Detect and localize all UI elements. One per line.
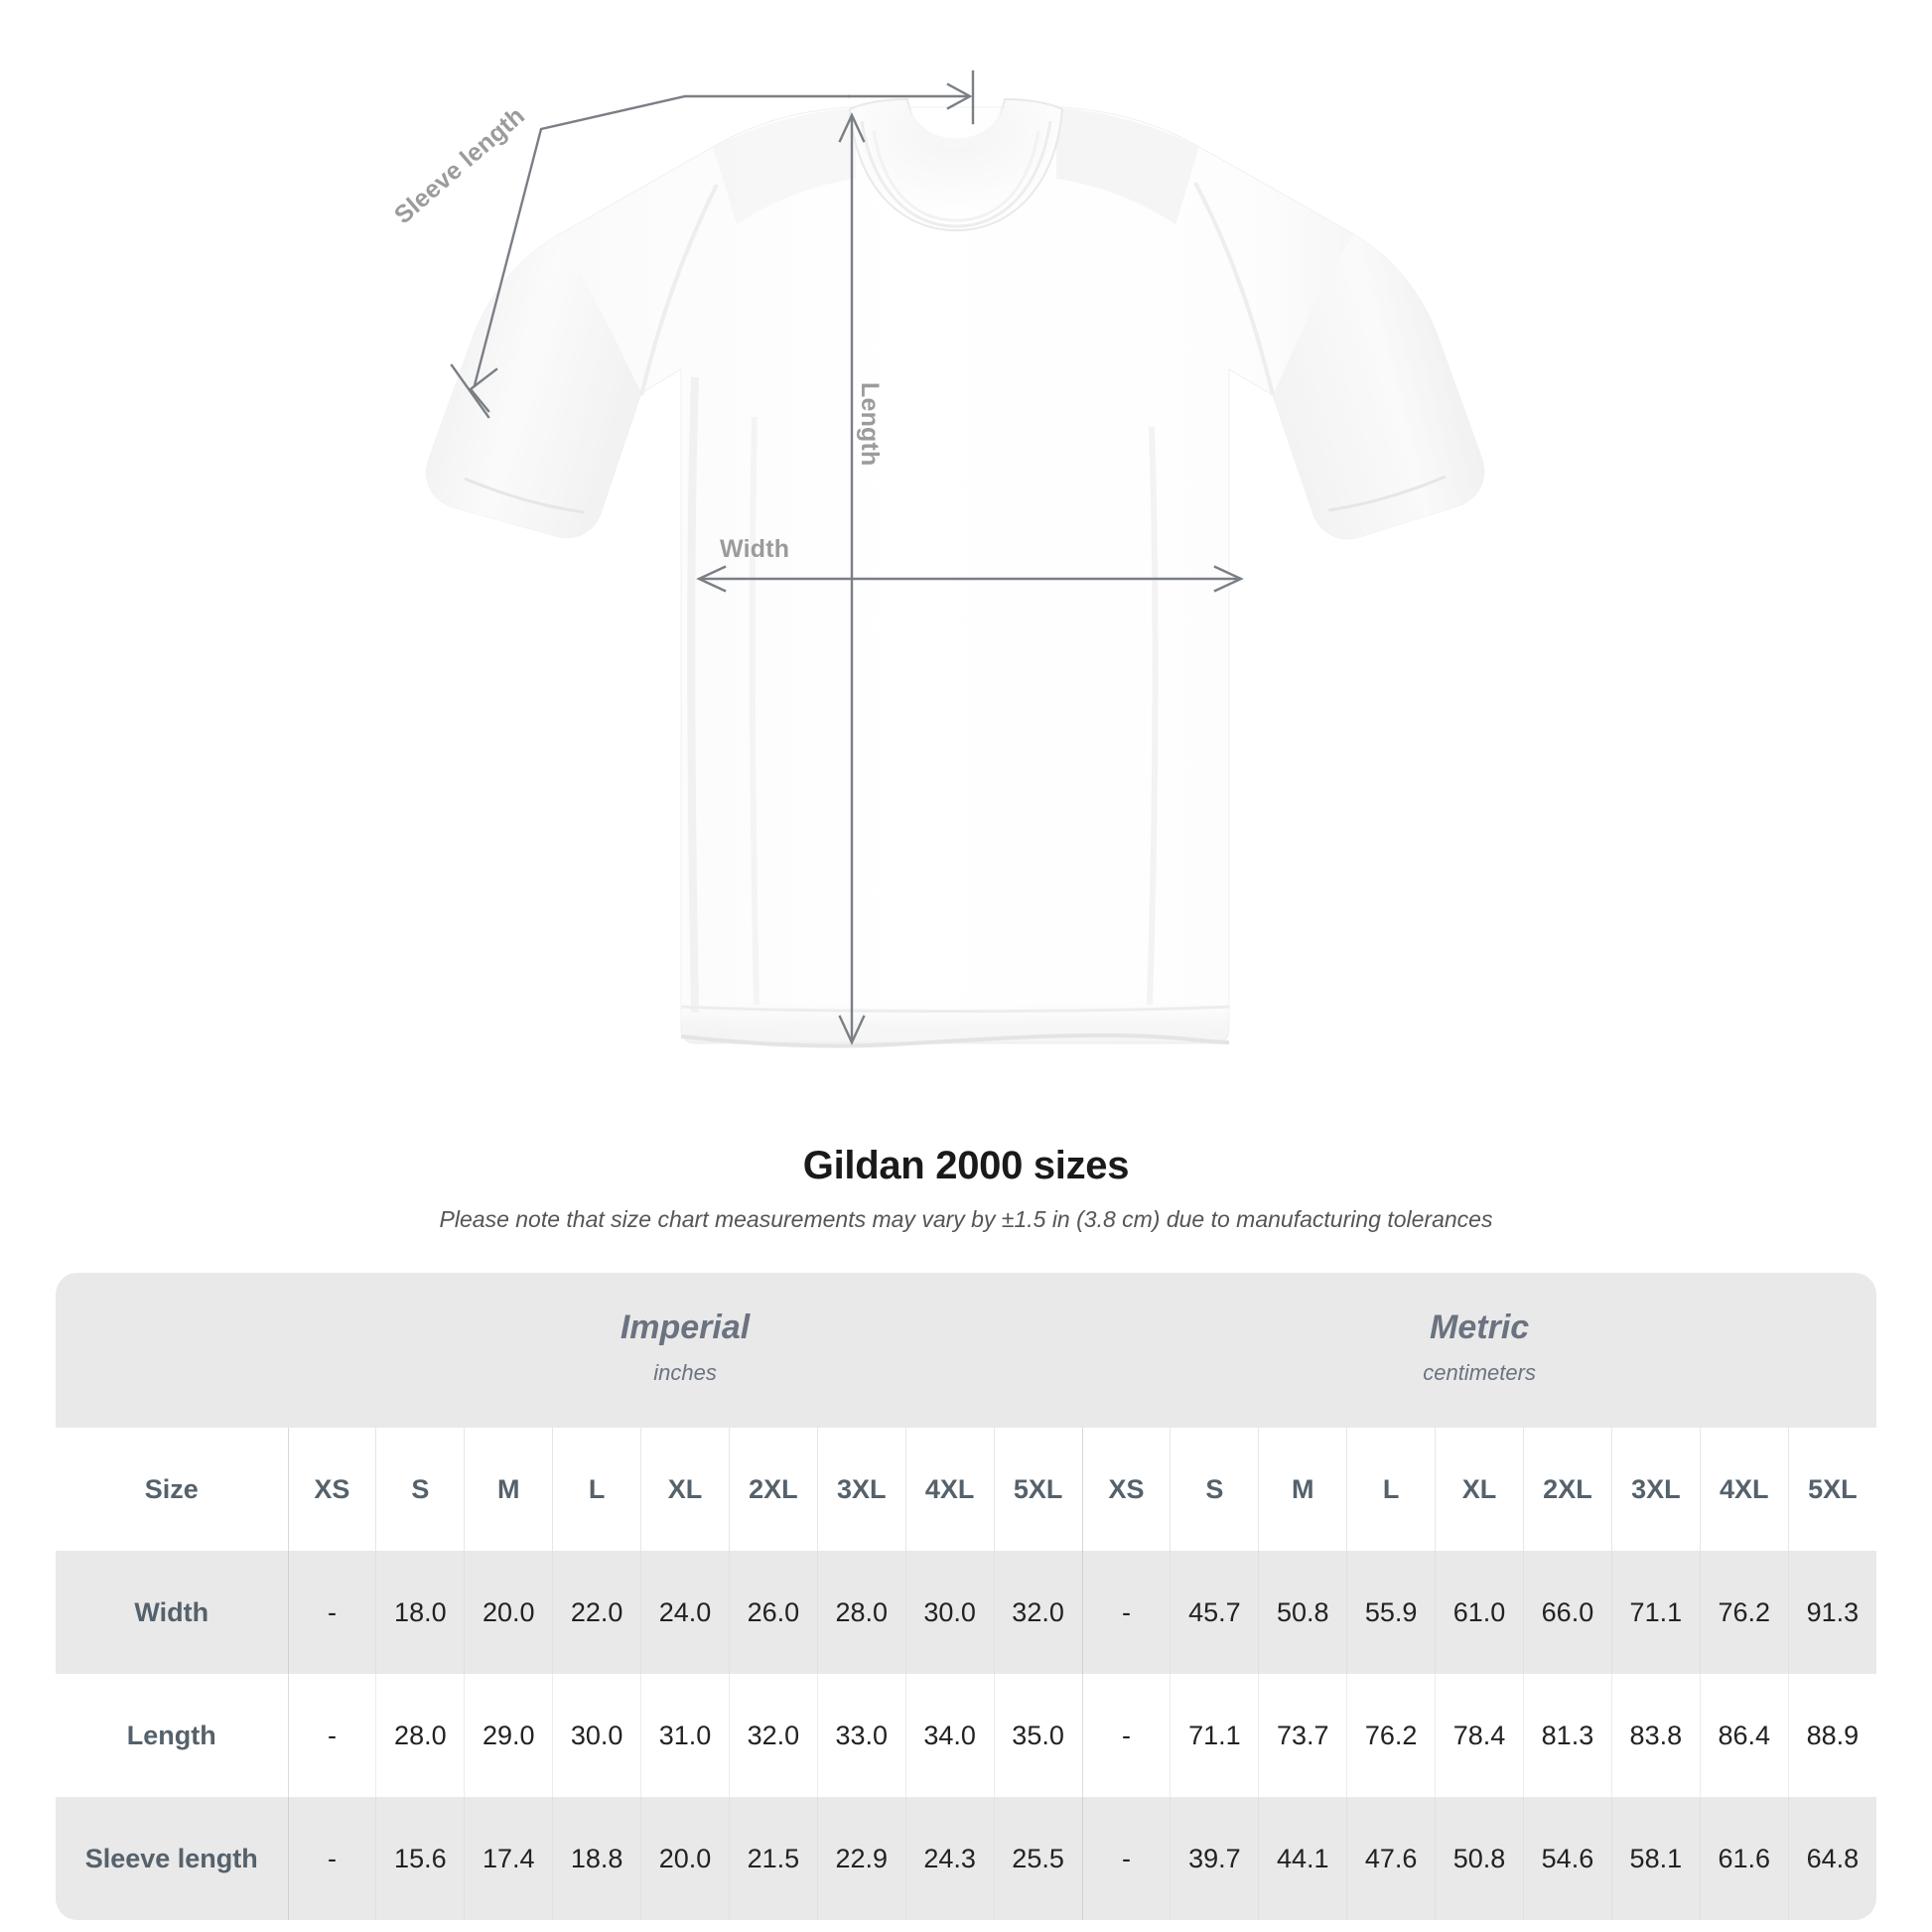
unit-group-subtitle: centimeters	[1423, 1359, 1536, 1385]
tshirt-image	[426, 97, 1485, 1048]
cell-length-metric-5xl: 88.9	[1787, 1674, 1876, 1797]
size-header-imperial-m: M	[464, 1428, 553, 1551]
size-header-metric-5xl: 5XL	[1787, 1428, 1876, 1551]
unit-group-name: Imperial	[620, 1309, 751, 1347]
cell-width-imperial-xl: 24.0	[640, 1551, 730, 1674]
size-header-metric-s: S	[1170, 1428, 1259, 1551]
cell-width-metric-4xl: 76.2	[1699, 1551, 1789, 1674]
table-row: Width -18.0 20.0 22.0 24.0 26.0 28.0 30.0 32.0-4…	[56, 1551, 1876, 1674]
cell-width-imperial-xs: -	[287, 1551, 376, 1674]
size-header-metric-m: M	[1258, 1428, 1347, 1551]
size-header-imperial-s: S	[375, 1428, 465, 1551]
table-row: Length -28.0 29.0 30.0 31.0 32.0 33.0 34.0 35.0-…	[56, 1674, 1876, 1797]
cell-length-metric-4xl: 86.4	[1699, 1674, 1789, 1797]
cell-width-metric-s: 45.7	[1170, 1551, 1259, 1674]
measurement-annotations	[450, 69, 1244, 1045]
size-header-imperial-4xl: 4XL	[904, 1428, 995, 1551]
cell-length-imperial-2xl: 32.0	[728, 1674, 818, 1797]
cell-length-imperial-5xl: 35.0	[993, 1674, 1083, 1797]
cell-sleeve-length-metric-4xl: 61.6	[1699, 1797, 1789, 1920]
cell-sleeve-length-metric-3xl: 58.1	[1610, 1797, 1701, 1920]
cell-length-imperial-xl: 31.0	[640, 1674, 730, 1797]
size-chart-table: Imperial inches Metric centimeters Size XS S M L…	[56, 1273, 1876, 1920]
cell-length-metric-xl: 78.4	[1435, 1674, 1524, 1797]
unit-group-header-metric: Metric centimeters	[1082, 1273, 1876, 1428]
cell-sleeve-length-metric-l: 47.6	[1346, 1797, 1436, 1920]
cell-sleeve-length-metric-5xl: 64.8	[1787, 1797, 1876, 1920]
cell-sleeve-length-imperial-m: 17.4	[464, 1797, 553, 1920]
cell-sleeve-length-imperial-s: 15.6	[375, 1797, 465, 1920]
cell-length-metric-l: 76.2	[1346, 1674, 1436, 1797]
table-row: Sleeve length -15.6 17.4 18.8 20.0 21.5 22.9 24…	[56, 1797, 1876, 1920]
row-label-length: Length	[56, 1674, 288, 1797]
cell-sleeve-length-imperial-2xl: 21.5	[728, 1797, 818, 1920]
cell-width-imperial-2xl: 26.0	[728, 1551, 818, 1674]
cell-length-imperial-s: 28.0	[375, 1674, 465, 1797]
size-header-imperial-l: L	[552, 1428, 641, 1551]
size-header-metric-l: L	[1346, 1428, 1436, 1551]
size-header-metric-xs: XS	[1081, 1428, 1171, 1551]
unit-group-row: Imperial inches Metric centimeters	[56, 1273, 1876, 1428]
cell-width-metric-l: 55.9	[1346, 1551, 1436, 1674]
width-annotation-label: Width	[720, 535, 790, 563]
size-header-metric-4xl: 4XL	[1699, 1428, 1789, 1551]
table-header-row: Size XS S M L XL 2XL 3XL 4XL 5XL XS S M L XL 2XL 3XL 4XL 5…	[56, 1428, 1876, 1551]
size-header-metric-3xl: 3XL	[1610, 1428, 1701, 1551]
unit-group-subtitle: inches	[653, 1359, 717, 1385]
unit-group-header-imperial: Imperial inches	[288, 1273, 1083, 1428]
cell-width-metric-m: 50.8	[1258, 1551, 1347, 1674]
cell-sleeve-length-imperial-5xl: 25.5	[993, 1797, 1083, 1920]
cell-sleeve-length-imperial-xs: -	[287, 1797, 376, 1920]
tshirt-illustration: Sleeve length Length Width	[389, 69, 1485, 1048]
length-annotation-label: Length	[856, 382, 884, 467]
cell-width-metric-xl: 61.0	[1435, 1551, 1524, 1674]
cell-length-imperial-xs: -	[287, 1674, 376, 1797]
cell-width-metric-xs: -	[1081, 1551, 1171, 1674]
unit-group-name: Metric	[1430, 1309, 1530, 1347]
cell-length-metric-s: 71.1	[1170, 1674, 1259, 1797]
size-header-imperial-3xl: 3XL	[816, 1428, 906, 1551]
size-header-imperial-xl: XL	[640, 1428, 730, 1551]
size-header-metric-xl: XL	[1435, 1428, 1524, 1551]
cell-width-metric-3xl: 71.1	[1610, 1551, 1701, 1674]
cell-width-imperial-4xl: 30.0	[904, 1551, 995, 1674]
size-header-imperial-xs: XS	[287, 1428, 376, 1551]
size-header-metric-2xl: 2XL	[1523, 1428, 1612, 1551]
page-subtitle: Please note that size chart measurements…	[439, 1206, 1493, 1232]
cell-width-imperial-l: 22.0	[552, 1551, 641, 1674]
cell-sleeve-length-imperial-l: 18.8	[552, 1797, 641, 1920]
cell-sleeve-length-metric-2xl: 54.6	[1523, 1797, 1612, 1920]
cell-sleeve-length-metric-m: 44.1	[1258, 1797, 1347, 1920]
cell-sleeve-length-imperial-xl: 20.0	[640, 1797, 730, 1920]
column-header-size: Size	[56, 1428, 288, 1551]
row-label-sleeve-length: Sleeve length	[56, 1797, 288, 1920]
cell-sleeve-length-imperial-3xl: 22.9	[816, 1797, 906, 1920]
cell-length-imperial-m: 29.0	[464, 1674, 553, 1797]
cell-length-metric-xs: -	[1081, 1674, 1171, 1797]
cell-length-imperial-l: 30.0	[552, 1674, 641, 1797]
cell-width-metric-5xl: 91.3	[1787, 1551, 1876, 1674]
size-header-imperial-2xl: 2XL	[728, 1428, 818, 1551]
cell-width-imperial-m: 20.0	[464, 1551, 553, 1674]
unit-row-spacer	[56, 1273, 288, 1428]
cell-sleeve-length-metric-xs: -	[1081, 1797, 1171, 1920]
size-header-imperial-5xl: 5XL	[993, 1428, 1083, 1551]
cell-width-metric-2xl: 66.0	[1523, 1551, 1612, 1674]
cell-width-imperial-5xl: 32.0	[993, 1551, 1083, 1674]
size-chart-table-container: Imperial inches Metric centimeters Size XS S M L…	[56, 1273, 1876, 1920]
cell-sleeve-length-imperial-4xl: 24.3	[904, 1797, 995, 1920]
cell-sleeve-length-metric-s: 39.7	[1170, 1797, 1259, 1920]
cell-length-metric-m: 73.7	[1258, 1674, 1347, 1797]
cell-width-imperial-3xl: 28.0	[816, 1551, 906, 1674]
cell-length-metric-3xl: 83.8	[1610, 1674, 1701, 1797]
cell-length-imperial-3xl: 33.0	[816, 1674, 906, 1797]
cell-length-imperial-4xl: 34.0	[904, 1674, 995, 1797]
row-label-width: Width	[56, 1551, 288, 1674]
cell-length-metric-2xl: 81.3	[1523, 1674, 1612, 1797]
cell-width-imperial-s: 18.0	[375, 1551, 465, 1674]
page-title: Gildan 2000 sizes	[802, 1144, 1130, 1187]
cell-sleeve-length-metric-xl: 50.8	[1435, 1797, 1524, 1920]
